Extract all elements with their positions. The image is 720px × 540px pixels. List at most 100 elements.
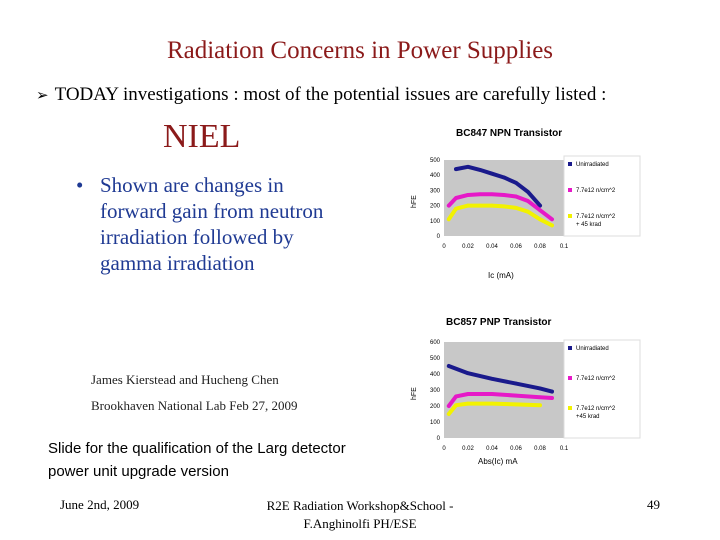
y-axis-label: hFE [411, 195, 418, 208]
data-point [514, 402, 518, 407]
x-tick-label: 0.04 [486, 244, 498, 250]
legend-box [563, 339, 641, 439]
arrow-bullet-icon: ➢ [36, 86, 49, 104]
author-line-1: James Kierstead and Hucheng Chen [91, 372, 279, 387]
data-point [454, 196, 458, 200]
pnp-chart: BC857 PNP Transistor hFE Abs(Ic) mA 0 100… [411, 317, 641, 466]
y-axis-label: hFE [411, 387, 418, 400]
data-point [454, 403, 458, 407]
data-point [550, 217, 554, 222]
chart-title: BC847 NPN Transistor [456, 128, 562, 139]
data-point [502, 175, 506, 180]
series-line [446, 364, 554, 394]
legend: Unirradiated 7.7e12 n/cm^2 7.7e12 n/cm^2 + … [568, 162, 616, 228]
footer-date: June 2nd, 2009 [60, 497, 140, 512]
data-point [447, 217, 451, 222]
legend-swatch [568, 188, 572, 192]
author-line-2: Brookhaven National Lab Feb 27, 2009 [91, 398, 298, 413]
y-tick-label: 200 [430, 204, 441, 210]
legend-entry: 7.7e12 n/cm^2 + 45 krad [576, 214, 616, 228]
legend: Unirradiated 7.7e12 n/cm^2 7.7e12 n/cm^2 +4… [568, 346, 616, 420]
y-tick-label: 0 [437, 234, 441, 240]
data-point [502, 204, 506, 209]
npn-chart: BC847 NPN Transistor hFE Ic (mA) 0 100 200… [411, 128, 641, 280]
topline: ➢ TODAY investigations : most of the pote… [36, 84, 606, 106]
legend-entry: Unirradiated [576, 346, 609, 352]
legend-entry: 7.7e12 n/cm^2 [576, 376, 616, 382]
data-point [490, 171, 494, 176]
data-point [454, 206, 458, 211]
data-point [447, 404, 451, 408]
y-tick-label: 100 [430, 219, 441, 225]
note-line-2: power unit upgrade version [48, 463, 229, 480]
data-point [538, 208, 542, 212]
data-point [478, 192, 482, 196]
data-point [490, 401, 494, 406]
data-point [454, 167, 458, 171]
tick-labels: 0 100 200 300 400 500 0 0.02 0.04 0.06 0.08 0.1 [430, 158, 569, 250]
x-tick-label: 0 [442, 244, 446, 250]
niel-heading: NIEL [163, 118, 241, 155]
data-point [514, 181, 518, 185]
legend-entry: Unirradiated [576, 162, 609, 168]
note-line-1: Slide for the qualification of the Larg … [48, 440, 346, 457]
data-point [490, 203, 494, 208]
data-point [514, 206, 518, 210]
data-point [526, 209, 530, 214]
data-point [514, 393, 518, 398]
data-point [466, 401, 470, 406]
x-tick-label: 0.02 [462, 244, 474, 250]
legend-swatch [568, 346, 572, 350]
x-tick-label: 0.06 [510, 244, 522, 250]
data-point [454, 394, 458, 399]
y-tick-label: 200 [430, 404, 441, 410]
slide-title: Radiation Concerns in Power Supplies [166, 37, 554, 64]
y-tick-label: 100 [430, 420, 441, 426]
y-tick-label: 500 [430, 158, 441, 164]
data-point [514, 381, 518, 386]
footer-center-line-1: R2E Radiation Workshop&School - [266, 498, 454, 513]
x-axis-label: Ic (mA) [488, 271, 514, 280]
y-tick-label: 400 [430, 372, 441, 378]
data-point [538, 403, 542, 407]
legend-swatch [568, 376, 572, 380]
data-point [490, 192, 494, 196]
data-point [478, 203, 482, 208]
bullet-item: • Shown are changes in forward gain from… [76, 172, 346, 276]
data-point [447, 364, 451, 368]
data-point [478, 168, 482, 172]
tick-labels: 0 100 200 300 400 500 600 0 0.02 0.04 0.06 0.08 0.1 [430, 340, 569, 452]
data-point [466, 165, 470, 169]
footer-center-line-2: F.Anghinolfi PH/ESE [303, 516, 417, 531]
legend-swatch [568, 214, 572, 218]
chart-title: BC857 PNP Transistor [446, 317, 552, 328]
series-group [446, 164, 554, 228]
series-line [446, 192, 554, 222]
x-tick-label: 0.04 [486, 446, 498, 452]
bullet-text: Shown are changes in forward gain from n… [100, 173, 324, 275]
y-tick-label: 0 [437, 436, 441, 442]
legend-swatch [568, 406, 572, 410]
x-tick-label: 0.02 [462, 446, 474, 452]
data-point [466, 203, 470, 208]
data-point [550, 389, 554, 394]
data-point [538, 386, 542, 391]
data-point [538, 203, 542, 208]
y-tick-label: 500 [430, 356, 441, 362]
x-tick-label: 0.06 [510, 446, 522, 452]
bullet-dot-icon: • [76, 173, 84, 197]
x-tick-label: 0.08 [534, 244, 546, 250]
y-tick-label: 400 [430, 173, 441, 179]
y-tick-label: 300 [430, 188, 441, 194]
data-point [447, 203, 451, 208]
topline-text: TODAY investigations : most of the poten… [54, 84, 607, 105]
page-number: 49 [647, 497, 660, 512]
series-group [446, 364, 554, 416]
data-point [490, 377, 494, 381]
data-point [538, 217, 542, 222]
x-tick-label: 0 [442, 446, 446, 452]
data-point [526, 190, 530, 194]
data-point [447, 412, 451, 416]
legend-entry: 7.7e12 n/cm^2 +45 krad [576, 406, 616, 420]
footer-center: R2E Radiation Workshop&School - F.Anghin… [240, 497, 480, 533]
